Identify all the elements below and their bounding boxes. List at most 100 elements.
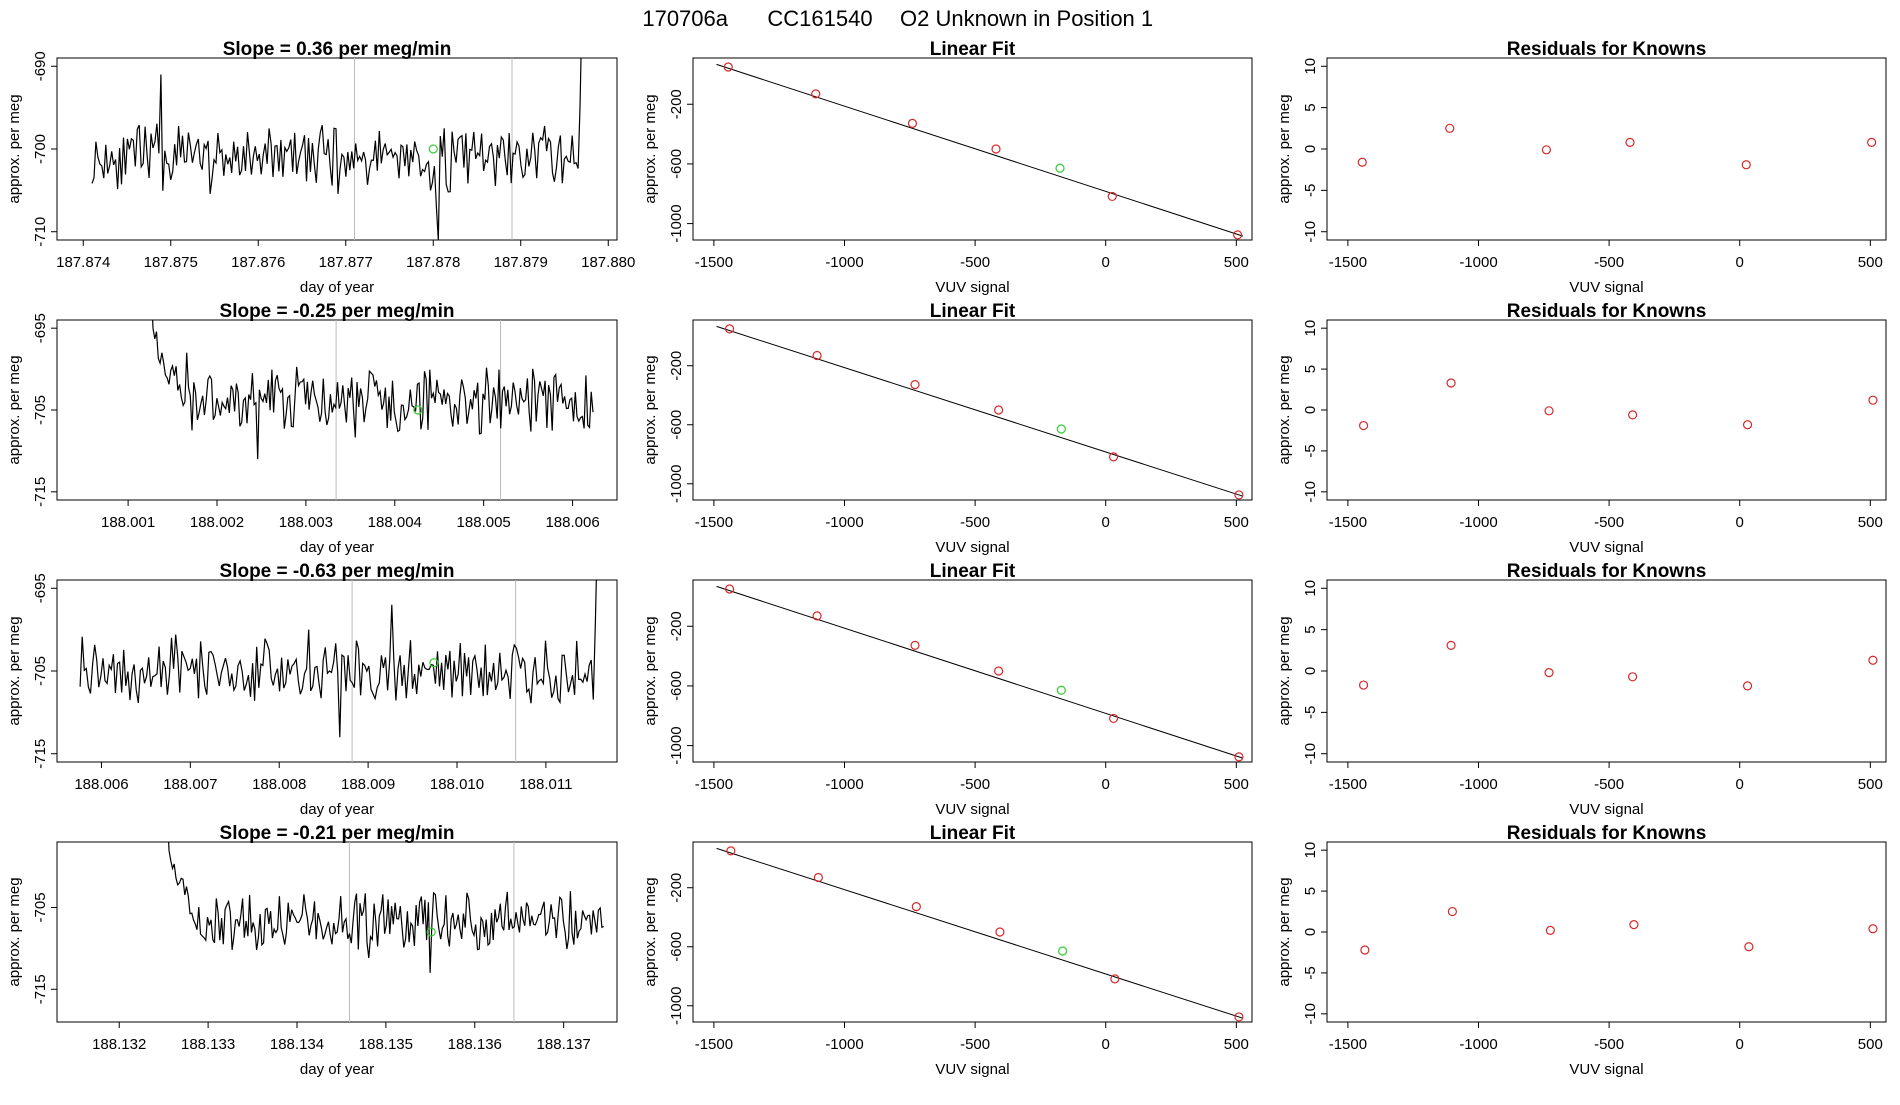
unknown-point [1056, 685, 1066, 695]
panel-title: Residuals for Knowns [1507, 561, 1707, 582]
y-tick-label: -705 [32, 892, 49, 922]
y-tick-label: -715 [32, 477, 49, 507]
plot-area [1358, 378, 1878, 431]
x-tick-label: -1500 [1329, 1036, 1367, 1053]
fit-line [716, 847, 1244, 1019]
fit-line [716, 63, 1244, 237]
x-tick-label: 188.006 [74, 776, 128, 793]
y-axis-label: approx. per meg [1276, 94, 1293, 203]
timeseries-panel: Slope = -0.21 per meg/min day of year appr… [6, 823, 618, 1078]
plot-area [91, 58, 582, 240]
x-tick-label: 188.011 [519, 776, 572, 793]
linear-fit-panel: Linear Fit VUV signal approx. per meg -1500… [642, 561, 1253, 818]
plot-frame [1326, 319, 1887, 501]
y-tick-label: 10 [1302, 320, 1319, 337]
plot-area [716, 62, 1244, 240]
plot-frame [56, 319, 618, 501]
plot-frame [692, 579, 1253, 763]
x-tick-label: 188.004 [368, 514, 422, 531]
y-tick-label: 5 [1302, 103, 1319, 111]
x-tick-label: -1500 [1329, 776, 1367, 793]
y-tick-label: -200 [668, 611, 685, 641]
y-tick-label: -5 [1302, 444, 1319, 457]
linear-fit-panel: Linear Fit VUV signal approx. per meg -1500… [642, 301, 1253, 556]
y-tick-label: 5 [1302, 365, 1319, 373]
residual-point [1629, 920, 1639, 930]
plot-area [168, 842, 604, 1022]
x-tick-label: 500 [1224, 1036, 1249, 1053]
unknown-point [428, 144, 438, 154]
x-tick-label: -1500 [1329, 514, 1367, 531]
unknown-point [413, 405, 423, 415]
x-axis-label: VUV signal [1569, 539, 1643, 556]
x-axis-label: day of year [300, 539, 374, 556]
x-tick-label: -1500 [695, 1036, 733, 1053]
known-point [724, 324, 735, 334]
x-tick-label: 500 [1858, 776, 1883, 793]
y-axis-label: approx. per meg [1276, 877, 1293, 986]
x-tick-label: 188.007 [163, 776, 217, 793]
x-axis-label: VUV signal [1569, 1061, 1643, 1078]
residuals-panel: Residuals for Knowns VUV signal approx. pe… [1276, 39, 1887, 296]
y-axis-label: approx. per meg [642, 94, 659, 203]
fit-line [716, 325, 1244, 497]
residual-point [1358, 420, 1369, 431]
x-tick-label: 0 [1736, 1036, 1744, 1053]
known-point [1234, 1012, 1244, 1022]
known-point [1108, 713, 1119, 724]
y-axis-label: approx. per meg [1276, 616, 1293, 725]
y-axis-label: approx. per meg [6, 355, 23, 464]
y-tick-label: -705 [32, 395, 49, 425]
x-tick-label: -1500 [1329, 254, 1367, 271]
x-tick-label: 0 [1102, 514, 1110, 531]
x-tick-label: 188.009 [341, 776, 395, 793]
y-tick-label: 10 [1302, 580, 1319, 597]
known-point [812, 350, 822, 361]
y-tick-label: -695 [32, 573, 49, 603]
x-tick-label: -1000 [1459, 1036, 1497, 1053]
known-point [994, 666, 1004, 676]
x-tick-label: -1000 [1459, 254, 1497, 271]
plot-area [716, 584, 1244, 762]
x-tick-label: -500 [1594, 776, 1624, 793]
y-tick-label: -10 [1302, 221, 1319, 243]
plot-frame [1326, 579, 1887, 763]
plot-area [716, 324, 1244, 500]
y-axis-label: approx. per meg [1276, 355, 1293, 464]
known-point [995, 927, 1005, 937]
x-tick-label: 188.005 [457, 514, 511, 531]
x-tick-label: 500 [1224, 254, 1249, 271]
y-tick-label: -600 [668, 149, 685, 179]
residuals-panel: Residuals for Knowns VUV signal approx. pe… [1276, 823, 1887, 1078]
known-point [994, 405, 1004, 415]
panel-title: Slope = 0.36 per meg/min [223, 39, 452, 60]
x-axis-label: VUV signal [1569, 801, 1643, 818]
y-tick-label: -715 [32, 974, 49, 1004]
x-tick-label: 500 [1858, 1036, 1883, 1053]
data-series-line [152, 320, 594, 460]
y-tick-label: 0 [1302, 667, 1319, 675]
y-tick-label: -200 [668, 351, 685, 381]
x-axis-label: day of year [300, 1061, 374, 1078]
panel-title: Linear Fit [930, 301, 1016, 322]
panel-title: Slope = -0.63 per meg/min [220, 561, 455, 582]
unknown-point [1056, 424, 1066, 434]
residual-point [1445, 123, 1455, 133]
plot-area [152, 320, 594, 500]
x-axis-label: VUV signal [935, 801, 1009, 818]
panel-title: Linear Fit [930, 823, 1016, 844]
x-tick-label: 500 [1858, 254, 1883, 271]
known-point [910, 640, 920, 650]
y-axis-label: approx. per meg [642, 355, 659, 464]
x-tick-label: 188.135 [359, 1036, 413, 1053]
y-tick-label: 0 [1302, 928, 1319, 936]
known-point [724, 584, 735, 594]
known-point [813, 872, 823, 883]
y-tick-label: -1000 [668, 465, 685, 503]
x-axis-label: VUV signal [935, 279, 1009, 296]
x-tick-label: -500 [960, 514, 990, 531]
y-tick-label: -200 [668, 873, 685, 903]
x-axis-label: VUV signal [935, 1061, 1009, 1078]
panel-title: Residuals for Knowns [1507, 39, 1707, 60]
